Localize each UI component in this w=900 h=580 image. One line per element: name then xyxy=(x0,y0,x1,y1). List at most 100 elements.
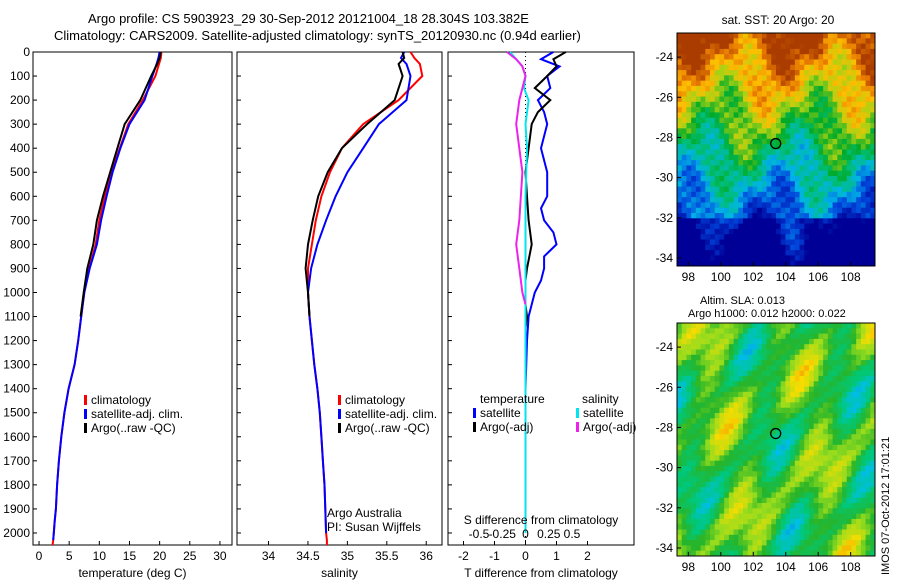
map-cell xyxy=(785,508,791,515)
map-cell xyxy=(681,160,687,166)
map-cell xyxy=(728,460,734,467)
map-cell xyxy=(719,439,725,446)
map-cell xyxy=(827,123,833,129)
map-cell xyxy=(813,59,819,66)
map-cell xyxy=(823,545,829,552)
map-cell xyxy=(771,460,777,467)
map-cell xyxy=(846,186,852,193)
map-cell xyxy=(860,428,866,435)
map-cell xyxy=(714,239,720,246)
map-cell xyxy=(686,349,692,356)
map-cell xyxy=(842,112,848,119)
map-cell xyxy=(705,213,711,219)
map-cell xyxy=(818,413,824,419)
map-cell xyxy=(837,144,843,150)
map-cell xyxy=(837,375,843,382)
map-cell xyxy=(728,492,734,499)
map-cell xyxy=(832,354,838,361)
map-cell xyxy=(710,234,716,240)
map-cell xyxy=(818,439,824,446)
map-cell xyxy=(804,434,810,440)
map-cell xyxy=(743,354,749,361)
y-tick-label: 100 xyxy=(10,69,30,83)
map-cell xyxy=(724,450,730,456)
map-cell xyxy=(695,344,701,350)
map-cell xyxy=(856,59,862,66)
map-cell xyxy=(809,397,815,403)
map-cell xyxy=(818,487,824,493)
y-tick-label: 1600 xyxy=(3,430,30,444)
map-cell xyxy=(780,123,786,129)
map-cell xyxy=(832,43,838,50)
map-cell xyxy=(681,524,687,530)
map-cell xyxy=(700,338,706,345)
map-cell xyxy=(856,333,862,340)
map-cell xyxy=(695,323,701,329)
map-cell xyxy=(846,154,852,161)
map-cell xyxy=(794,133,800,140)
map-cell xyxy=(757,381,763,387)
map-cell xyxy=(724,481,730,488)
map-cell xyxy=(700,239,706,246)
map-cell xyxy=(860,460,866,467)
plot-frame xyxy=(447,51,635,546)
map-cell xyxy=(733,80,739,87)
map-cell xyxy=(813,328,819,334)
map-cell xyxy=(804,239,810,246)
map-cell xyxy=(695,197,701,203)
map-cell xyxy=(710,107,716,113)
map-cell xyxy=(846,255,852,262)
map-cell xyxy=(799,328,805,334)
map-cell xyxy=(766,492,772,499)
map-cell xyxy=(728,91,734,97)
map-cell xyxy=(818,64,824,71)
map-cell xyxy=(776,365,782,372)
map-cell xyxy=(856,43,862,50)
map-cell xyxy=(752,439,758,446)
map-cell xyxy=(691,354,697,361)
map-cell xyxy=(757,117,763,124)
map-cell xyxy=(860,213,866,219)
map-cell xyxy=(860,503,866,509)
x-tick-label: -1 xyxy=(489,549,500,563)
map-cell xyxy=(813,444,819,451)
map-cell xyxy=(804,503,810,509)
map-cell xyxy=(837,550,843,557)
map-cell xyxy=(785,397,791,403)
map-cell xyxy=(747,165,753,172)
map-cell xyxy=(846,133,852,140)
map-cell xyxy=(837,465,843,472)
map-cell xyxy=(851,503,857,509)
map-cell xyxy=(832,144,838,150)
map-cell xyxy=(771,149,777,156)
map-cell xyxy=(686,413,692,419)
map-cell xyxy=(780,133,786,140)
map-cell xyxy=(695,450,701,456)
map-cell xyxy=(705,407,711,414)
map-cell xyxy=(804,160,810,166)
map-cell xyxy=(761,508,767,515)
map-cell xyxy=(870,149,876,156)
map-cell xyxy=(743,43,749,50)
map-cell xyxy=(776,391,782,398)
map-cell xyxy=(776,80,782,87)
map-cell xyxy=(776,70,782,76)
map-cell xyxy=(738,460,744,467)
map-cell xyxy=(790,529,796,536)
legend-label: Argo(..raw -QC) xyxy=(345,421,430,435)
map-cell xyxy=(776,418,782,425)
map-cell xyxy=(719,534,725,541)
map-cell xyxy=(860,138,866,145)
map-x-tick-label: 100 xyxy=(711,560,731,574)
map-cell xyxy=(790,540,796,546)
map-cell xyxy=(766,223,772,230)
map-cell xyxy=(747,244,753,251)
map-cell xyxy=(761,360,767,366)
map-cell xyxy=(691,439,697,446)
map-cell xyxy=(856,465,862,472)
legend-swatch xyxy=(338,423,341,433)
map-cell xyxy=(681,418,687,425)
map-cell xyxy=(870,413,876,419)
map-cell xyxy=(714,503,720,509)
map-cell xyxy=(785,133,791,140)
